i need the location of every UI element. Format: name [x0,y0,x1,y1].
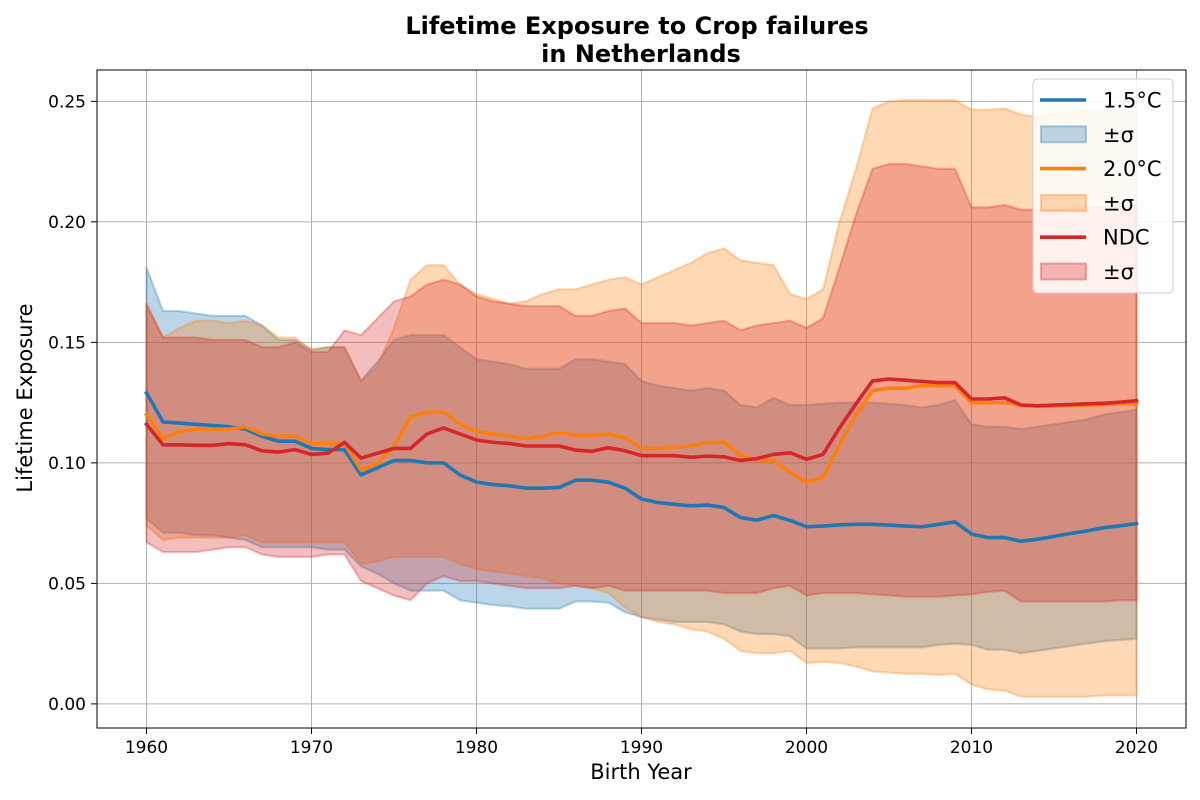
x-tick-label: 1980 [455,738,498,758]
series-lines [143,377,1139,544]
legend-label: 2.0°C [1103,157,1162,181]
x-axis-label: Birth Year [590,760,692,784]
legend-label: ±σ [1103,260,1134,284]
axis-ticks: 1960 1970 1980 1990 2000 2010 2020 0.00 0.05 0.10… [48,92,1158,758]
legend-label: NDC [1103,226,1150,250]
x-tick-label: 2020 [1115,738,1158,758]
y-tick-label: 0.25 [48,92,86,112]
x-tick-label: 2000 [785,738,828,758]
legend-band-swatch [1040,262,1087,281]
y-tick-label: 0.05 [48,574,86,594]
legend-band-swatch [1040,193,1087,212]
x-tick-label: 1990 [620,738,663,758]
y-tick-label: 0.15 [48,333,86,353]
legend-band-swatch [1040,125,1087,144]
y-tick-label: 0.20 [48,213,86,233]
line-series-1 [143,383,1139,484]
y-tick-label: 0.10 [48,454,86,474]
legend-box [1032,78,1174,294]
x-tick-label: 1960 [125,738,168,758]
band-series-0 [145,266,1138,655]
chart-title-line-2: in Netherlands [541,40,741,68]
x-tick-label: 2010 [950,738,993,758]
y-axis-label: Lifetime Exposure [13,303,37,492]
uncertainty-bands [145,99,1138,698]
legend-label: ±σ [1103,191,1134,215]
legend-label: 1.5°C [1103,89,1162,113]
chart-title-line-1: Lifetime Exposure to Crop failures [405,12,868,40]
band-series-2 [145,162,1138,603]
line-series-0 [144,390,1139,544]
legend-label: ±σ [1103,123,1134,147]
x-tick-label: 1970 [290,738,333,758]
line-series-2 [143,377,1139,463]
y-tick-label: 0.00 [48,695,86,715]
legend: 1.5°C ±σ 2.0°C ±σ NDC ±σ [1032,78,1174,294]
band-series-1 [145,99,1138,698]
